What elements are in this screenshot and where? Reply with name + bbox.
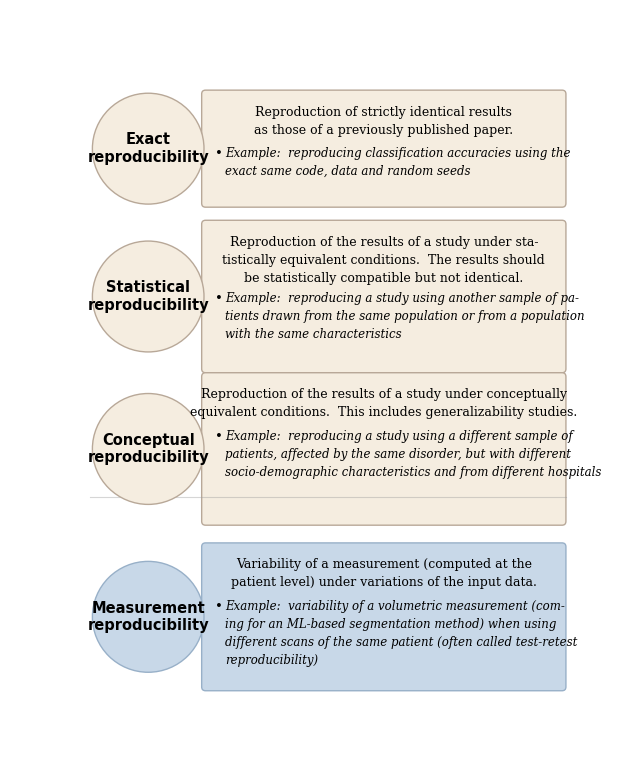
FancyBboxPatch shape [202, 373, 566, 525]
Text: •: • [215, 429, 223, 442]
Ellipse shape [92, 393, 204, 504]
Ellipse shape [92, 241, 204, 352]
Ellipse shape [92, 562, 204, 672]
Text: Reproduction of the results of a study under sta-
tistically equivalent conditio: Reproduction of the results of a study u… [223, 235, 545, 285]
Text: Exact
reproducibility: Exact reproducibility [88, 132, 209, 165]
Text: Conceptual
reproducibility: Conceptual reproducibility [88, 432, 209, 465]
Text: •: • [215, 147, 223, 160]
FancyBboxPatch shape [202, 543, 566, 691]
Ellipse shape [92, 93, 204, 204]
Text: Reproduction of strictly identical results
as those of a previously published pa: Reproduction of strictly identical resul… [254, 105, 513, 137]
Text: Example:  reproducing classification accuracies using the
exact same code, data : Example: reproducing classification accu… [225, 147, 570, 178]
Text: Measurement
reproducibility: Measurement reproducibility [88, 601, 209, 633]
Text: •: • [215, 292, 223, 305]
Text: •: • [215, 600, 223, 613]
FancyBboxPatch shape [202, 90, 566, 207]
Text: Example:  variability of a volumetric measurement (com-
ing for an ML-based segm: Example: variability of a volumetric mea… [225, 600, 577, 667]
FancyBboxPatch shape [202, 220, 566, 373]
Text: Example:  reproducing a study using a different sample of
patients, affected by : Example: reproducing a study using a dif… [225, 429, 602, 478]
Text: Statistical
reproducibility: Statistical reproducibility [88, 280, 209, 312]
Text: Variability of a measurement (computed at the
patient level) under variations of: Variability of a measurement (computed a… [231, 558, 537, 589]
Text: Example:  reproducing a study using another sample of pa-
tients drawn from the : Example: reproducing a study using anoth… [225, 292, 584, 341]
Text: Reproduction of the results of a study under conceptually
equivalent conditions.: Reproduction of the results of a study u… [190, 388, 577, 419]
